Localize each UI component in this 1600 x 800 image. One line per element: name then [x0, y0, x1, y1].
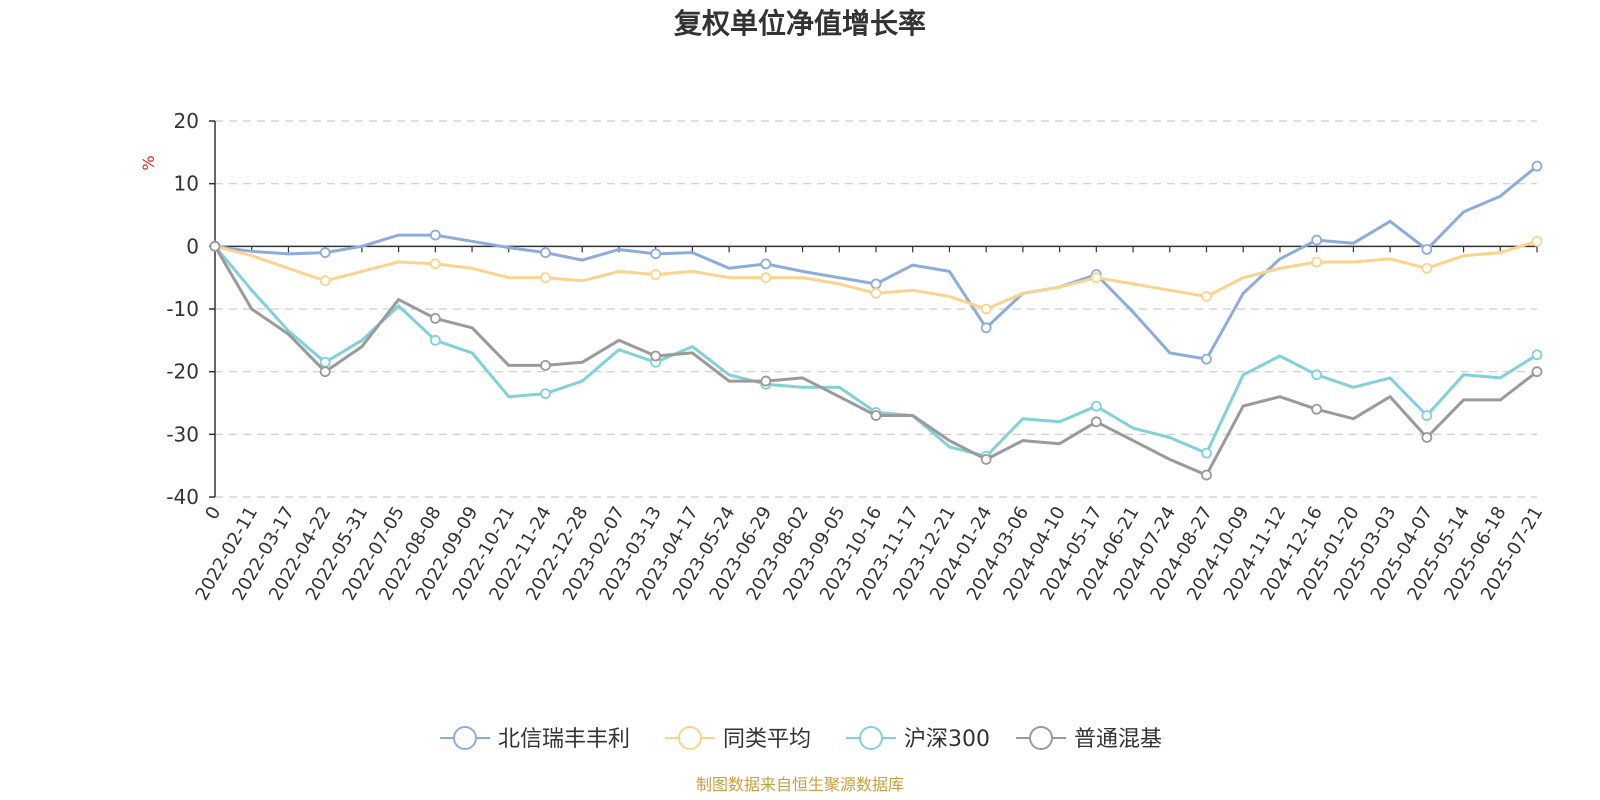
legend-marker — [859, 726, 883, 750]
y-tick-label: -10 — [166, 297, 199, 321]
legend-marker — [678, 726, 702, 750]
x-tick-label: 0 — [201, 503, 225, 523]
series-lines — [209, 160, 1543, 481]
data-point — [980, 303, 992, 315]
data-point — [870, 287, 882, 299]
data-point — [870, 278, 882, 290]
data-point — [319, 356, 331, 368]
data-point — [760, 375, 772, 387]
data-point — [540, 388, 551, 400]
data-point — [1090, 272, 1102, 284]
data-point — [980, 322, 992, 334]
data-point — [540, 247, 551, 259]
data-point — [1201, 353, 1212, 365]
data-point — [1421, 432, 1433, 443]
data-point — [540, 272, 551, 284]
data-point — [1311, 256, 1323, 268]
data-point — [1311, 403, 1323, 415]
y-tick-label: 0 — [186, 234, 199, 258]
data-point — [209, 240, 221, 252]
data-point — [1421, 262, 1433, 274]
data-point — [1311, 234, 1323, 246]
chart-title: 复权单位净值增长率 — [674, 7, 926, 40]
data-point — [980, 453, 992, 465]
data-point — [1531, 366, 1543, 378]
data-point — [1421, 410, 1433, 421]
y-tick-label: -40 — [166, 485, 199, 509]
series-line — [213, 245, 1538, 458]
data-point — [1531, 235, 1543, 247]
data-point — [1090, 416, 1102, 428]
legend: 北信瑞丰丰利 同类平均 沪深300 普通混基 — [440, 726, 1162, 752]
data-point — [760, 258, 772, 270]
legend-label: 北信瑞丰丰利 — [498, 727, 630, 752]
y-tick-label: 10 — [174, 172, 199, 196]
data-point — [650, 248, 662, 260]
data-point — [1201, 291, 1212, 302]
data-point — [1201, 469, 1212, 481]
data-point — [650, 269, 662, 280]
y-tick-label: -30 — [166, 422, 199, 446]
gridlines — [215, 120, 1537, 498]
data-point — [1531, 160, 1543, 172]
data-point — [1201, 447, 1212, 459]
data-point — [319, 275, 331, 287]
y-tick-label: 20 — [174, 109, 199, 133]
data-point — [1531, 349, 1543, 361]
data-point — [429, 258, 441, 270]
legend-marker — [453, 726, 477, 750]
data-point — [1421, 244, 1433, 255]
y-tick-label: -20 — [166, 360, 199, 384]
data-point — [429, 334, 441, 346]
data-point — [319, 247, 331, 259]
data-point — [429, 312, 441, 324]
data-point — [650, 350, 662, 362]
data-point — [1090, 400, 1102, 412]
data-point — [540, 359, 551, 371]
legend-label: 同类平均 — [723, 727, 811, 752]
legend-label: 普通混基 — [1074, 727, 1162, 752]
data-point — [319, 366, 331, 378]
data-point — [1311, 369, 1323, 381]
data-point — [429, 229, 441, 241]
source-note: 制图数据来自恒生聚源数据库 — [696, 775, 904, 794]
x-axis: 02022-02-112022-03-172022-04-222022-05-3… — [192, 245, 1547, 604]
data-point — [870, 410, 882, 421]
data-point — [760, 272, 772, 284]
legend-label: 沪深300 — [904, 727, 990, 752]
y-axis-unit: % — [139, 155, 158, 170]
y-axis: 20 10 0 -10 -20 -30 -40 — [166, 109, 216, 509]
legend-marker — [1029, 726, 1053, 750]
